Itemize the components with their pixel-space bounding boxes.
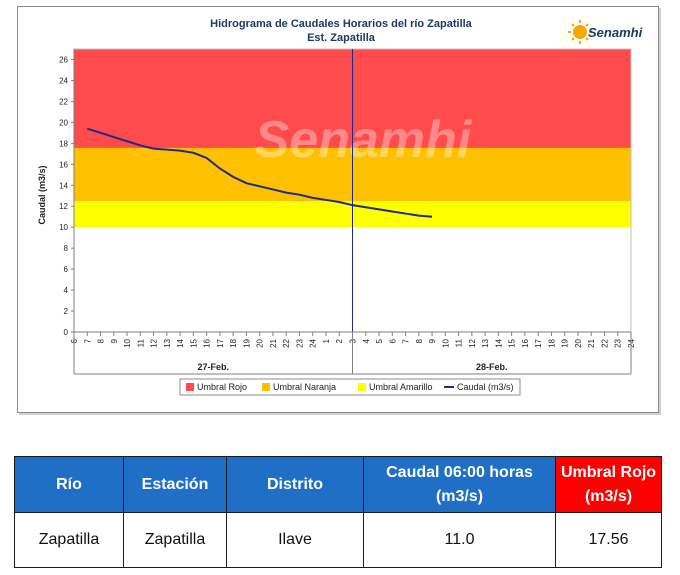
x-tick-label: 8: [415, 338, 424, 343]
y-axis-label: Caudal (m3/s): [37, 165, 47, 224]
y-tick-label: 26: [59, 55, 68, 64]
y-tick-label: 4: [64, 286, 69, 295]
x-tick-label: 9: [110, 338, 119, 343]
legend-swatch: [262, 383, 270, 391]
y-tick-label: 2: [64, 307, 69, 316]
x-tick-label: 21: [269, 338, 278, 347]
watermark: Senamhi: [255, 111, 473, 169]
x-tick-label: 16: [203, 338, 212, 347]
x-tick-label: 12: [468, 338, 477, 347]
watermark-text: Senamhi: [255, 111, 473, 169]
chart-subtitle: Est. Zapatilla: [307, 32, 376, 44]
cell-rio: Zapatilla: [14, 512, 124, 568]
x-tick-label: 5: [375, 338, 384, 343]
header-caudal: Caudal 06:00 horas (m3/s): [363, 456, 556, 513]
y-tick-label: 6: [64, 265, 69, 274]
x-tick-label: 7: [402, 338, 411, 343]
y-tick-label: 8: [64, 244, 69, 253]
sun-icon: [568, 20, 592, 44]
x-tick-label: 13: [163, 338, 172, 347]
table-row: Zapatilla Zapatilla Ilave 11.0 17.56: [14, 512, 662, 568]
x-tick-label: 20: [256, 338, 265, 347]
x-tick-label: 21: [587, 338, 596, 347]
cell-caudal: 11.0: [363, 512, 556, 568]
legend-entry: Caudal (m3/s): [457, 382, 514, 392]
cell-distrito: Ilave: [226, 512, 364, 568]
day-label: 27-Feb.: [197, 362, 229, 372]
y-tick-label: 18: [59, 139, 68, 148]
y-tick-label: 14: [59, 181, 68, 190]
x-tick-label: 13: [481, 338, 490, 347]
legend-swatch: [186, 383, 194, 391]
logo-text: Senamhi: [588, 25, 643, 40]
x-tick-label: 14: [494, 338, 503, 347]
x-tick-label: 17: [216, 338, 225, 347]
x-tick-label: 4: [362, 338, 371, 343]
x-tick-label: 20: [574, 338, 583, 347]
x-tick-label: 8: [97, 338, 106, 343]
y-tick-label: 20: [59, 118, 68, 127]
legend-entry: Umbral Amarillo: [369, 382, 433, 392]
day-label: 28-Feb.: [476, 362, 508, 372]
chart-frame: Hidrograma de Caudales Horarios del río …: [17, 6, 659, 413]
x-tick-label: 11: [455, 338, 464, 347]
y-tick-label: 10: [59, 223, 68, 232]
x-tick-label: 16: [521, 338, 530, 347]
chart-title: Hidrograma de Caudales Horarios del río …: [210, 18, 473, 30]
x-tick-label: 10: [123, 338, 132, 347]
x-tick-label: 9: [428, 338, 437, 343]
x-tick-label: 10: [441, 338, 450, 347]
x-tick-label: 19: [561, 338, 570, 347]
flow-table: Río Estación Distrito Caudal 06:00 horas…: [14, 456, 662, 568]
x-tick-label: 1: [322, 338, 331, 343]
chart-legend: Umbral Rojo Umbral Naranja Umbral Amarillo…: [179, 378, 521, 396]
header-distrito: Distrito: [226, 456, 364, 513]
y-tick-label: 12: [59, 202, 68, 211]
x-tick-label: 22: [600, 338, 609, 347]
x-tick-label: 14: [176, 338, 185, 347]
x-tick-label: 6: [388, 338, 397, 343]
legend-entry: Umbral Rojo: [197, 382, 247, 392]
x-tick-label: 12: [150, 338, 159, 347]
senamhi-logo: Senamhi: [568, 20, 643, 44]
cell-umbral-rojo: 17.56: [555, 512, 662, 568]
header-umbral-rojo: Umbral Rojo (m3/s): [555, 456, 662, 513]
x-tick-label: 15: [508, 338, 517, 347]
y-tick-label: 24: [59, 76, 68, 85]
header-estacion: Estación: [123, 456, 227, 513]
x-tick-label: 15: [189, 338, 198, 347]
y-tick-label: 0: [64, 328, 69, 337]
caudal-series-line: [86, 127, 433, 218]
x-tick-label: 2: [335, 338, 344, 343]
x-tick-label: 11: [136, 338, 145, 347]
hydrograph-chart: Hidrograma de Caudales Horarios del río …: [37, 18, 643, 396]
x-tick-label: 22: [282, 338, 291, 347]
x-tick-label: 23: [295, 338, 304, 347]
legend-swatch: [358, 383, 366, 391]
table-header-row: Río Estación Distrito Caudal 06:00 horas…: [14, 456, 662, 513]
x-tick-label: 19: [242, 338, 251, 347]
y-tick-label: 22: [59, 97, 68, 106]
header-rio: Río: [14, 456, 124, 513]
x-tick-label: 18: [547, 338, 556, 347]
legend-entry: Umbral Naranja: [273, 382, 336, 392]
x-tick-label: 17: [534, 338, 543, 347]
x-tick-label: 23: [614, 338, 623, 347]
y-tick-label: 16: [59, 160, 68, 169]
x-tick-label: 7: [83, 338, 92, 343]
x-tick-label: 24: [309, 338, 318, 347]
cell-estacion: Zapatilla: [123, 512, 227, 568]
x-tick-label: 18: [229, 338, 238, 347]
